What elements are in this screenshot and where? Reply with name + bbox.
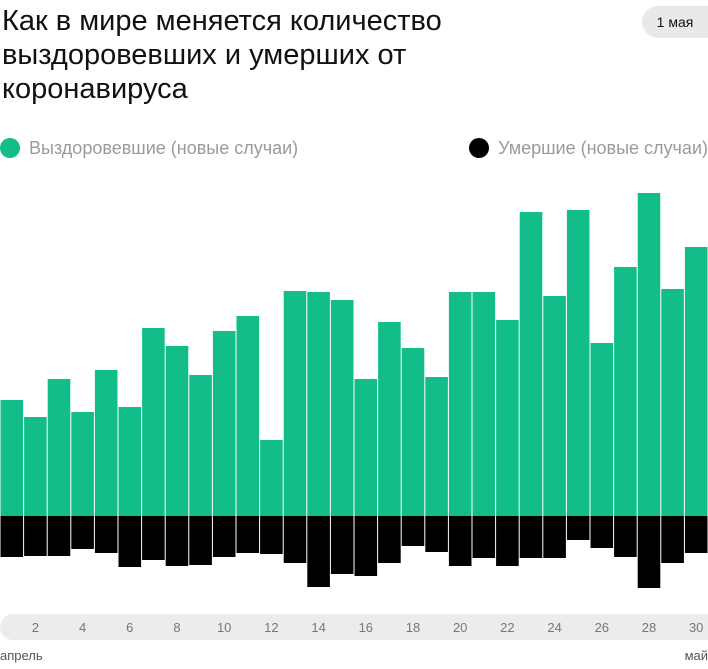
bar-recovered-14 <box>307 292 330 516</box>
legend-recovered-label: Выздоровевшие (новые случаи) <box>29 137 299 158</box>
bar-deceased-24 <box>543 516 566 558</box>
bar-deceased-3 <box>47 516 71 556</box>
timeline-axis-bar[interactable] <box>0 614 708 640</box>
bar-deceased-15 <box>330 516 354 574</box>
bar-recovered-5 <box>94 370 118 516</box>
bar-deceased-7 <box>142 516 165 560</box>
bar-recovered-1 <box>0 400 24 516</box>
x-tick-label-28: 28 <box>642 620 656 635</box>
bar-deceased-21 <box>472 516 496 558</box>
bar-deceased-20 <box>448 516 472 566</box>
bar-deceased-16 <box>354 516 378 576</box>
bar-deceased-9 <box>189 516 212 565</box>
x-tick-label-2: 2 <box>32 620 39 635</box>
bar-deceased-19 <box>425 516 448 552</box>
bar-recovered-19 <box>425 377 448 516</box>
x-tick-label-6: 6 <box>126 620 133 635</box>
bar-recovered-2 <box>24 417 47 516</box>
bar-recovered-30 <box>684 247 708 516</box>
bar-recovered-9 <box>189 375 212 516</box>
bar-deceased-26 <box>590 516 614 548</box>
x-tick-label-14: 14 <box>311 620 325 635</box>
bar-recovered-6 <box>118 407 142 516</box>
bar-deceased-13 <box>283 516 307 563</box>
bar-deceased-11 <box>236 516 260 553</box>
legend-deceased-dot <box>469 138 490 158</box>
bar-recovered-4 <box>71 412 94 516</box>
bar-deceased-8 <box>165 516 189 566</box>
bar-deceased-5 <box>94 516 118 553</box>
bar-recovered-20 <box>448 292 472 516</box>
bar-deceased-30 <box>684 516 708 553</box>
bar-recovered-11 <box>236 316 260 516</box>
bar-deceased-10 <box>212 516 236 557</box>
bar-deceased-25 <box>566 516 590 540</box>
legend-recovered: Выздоровевшие (новые случаи) <box>0 136 298 160</box>
bar-deceased-4 <box>71 516 94 549</box>
x-tick-label-12: 12 <box>264 620 278 635</box>
legend-deceased-label: Умершие (новые случаи) <box>498 137 708 158</box>
bar-recovered-27 <box>614 267 637 516</box>
bar-recovered-8 <box>165 346 189 516</box>
x-tick-label-26: 26 <box>595 620 609 635</box>
x-tick-label-20: 20 <box>453 620 467 635</box>
bar-recovered-26 <box>590 343 614 516</box>
bar-recovered-10 <box>212 331 236 516</box>
bar-recovered-12 <box>260 440 283 516</box>
bar-recovered-15 <box>330 300 354 516</box>
x-tick-label-24: 24 <box>547 620 561 635</box>
bar-recovered-28 <box>637 193 661 516</box>
bar-recovered-22 <box>496 320 519 516</box>
bar-deceased-14 <box>307 516 330 587</box>
bar-deceased-22 <box>496 516 519 566</box>
bar-deceased-28 <box>637 516 661 588</box>
bar-deceased-6 <box>118 516 142 567</box>
date-badge: 1 мая <box>642 6 708 38</box>
bar-recovered-23 <box>519 212 543 516</box>
bar-deceased-23 <box>519 516 543 558</box>
bar-deceased-27 <box>614 516 637 557</box>
bar-recovered-24 <box>543 296 566 516</box>
bar-deceased-29 <box>661 516 684 563</box>
bar-deceased-2 <box>24 516 47 556</box>
month-start-label: апрель <box>0 648 43 663</box>
x-tick-label-18: 18 <box>406 620 420 635</box>
x-tick-label-22: 22 <box>500 620 514 635</box>
bar-recovered-25 <box>566 210 590 516</box>
legend-recovered-dot <box>0 138 20 158</box>
legend-deceased: Умершие (новые случаи) <box>469 136 708 160</box>
bar-deceased-18 <box>401 516 425 546</box>
bar-recovered-17 <box>378 322 401 516</box>
bar-recovered-21 <box>472 292 496 516</box>
bar-recovered-16 <box>354 379 378 516</box>
bar-recovered-29 <box>661 289 684 516</box>
bar-recovered-7 <box>142 328 165 516</box>
bar-recovered-3 <box>47 379 71 516</box>
x-tick-label-10: 10 <box>217 620 231 635</box>
chart-title: Как в мире меняется количество выздорове… <box>2 5 442 105</box>
x-tick-label-16: 16 <box>359 620 373 635</box>
x-tick-label-30: 30 <box>689 620 703 635</box>
bar-deceased-12 <box>260 516 283 554</box>
x-tick-label-8: 8 <box>173 620 180 635</box>
bar-deceased-17 <box>378 516 401 563</box>
x-tick-label-4: 4 <box>79 620 86 635</box>
bar-recovered-13 <box>283 291 307 516</box>
bar-deceased-1 <box>0 516 24 557</box>
bar-recovered-18 <box>401 348 425 516</box>
month-end-label: май <box>684 648 708 663</box>
